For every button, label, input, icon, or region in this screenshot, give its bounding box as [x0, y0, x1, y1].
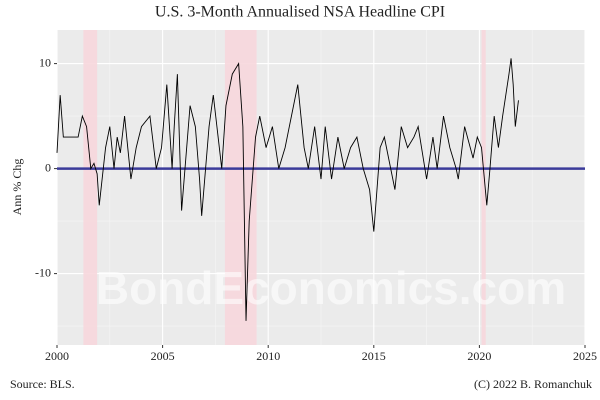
x-tick-label: 2015	[362, 349, 386, 363]
y-axis-label: Ann % Chg	[10, 159, 24, 216]
x-tick-label: 2025	[573, 349, 597, 363]
y-tick-label: 0	[45, 160, 51, 174]
y-tick-label: 10	[39, 55, 51, 69]
x-tick-label: 2000	[45, 349, 69, 363]
recession-band	[481, 30, 486, 345]
x-tick-label: 2010	[256, 349, 280, 363]
source: Source: BLS.	[10, 377, 75, 391]
cpi-line	[56, 58, 519, 321]
y-tick-label: -10	[35, 265, 51, 279]
watermark: BondEconomics.com	[96, 262, 566, 314]
x-tick-label: 2005	[151, 349, 175, 363]
chart-title: U.S. 3-Month Annualised NSA Headline CPI	[155, 4, 445, 21]
x-tick-label: 2020	[467, 349, 491, 363]
recession-band	[83, 30, 98, 345]
credit: (C) 2022 B. Romanchuk	[474, 377, 592, 391]
